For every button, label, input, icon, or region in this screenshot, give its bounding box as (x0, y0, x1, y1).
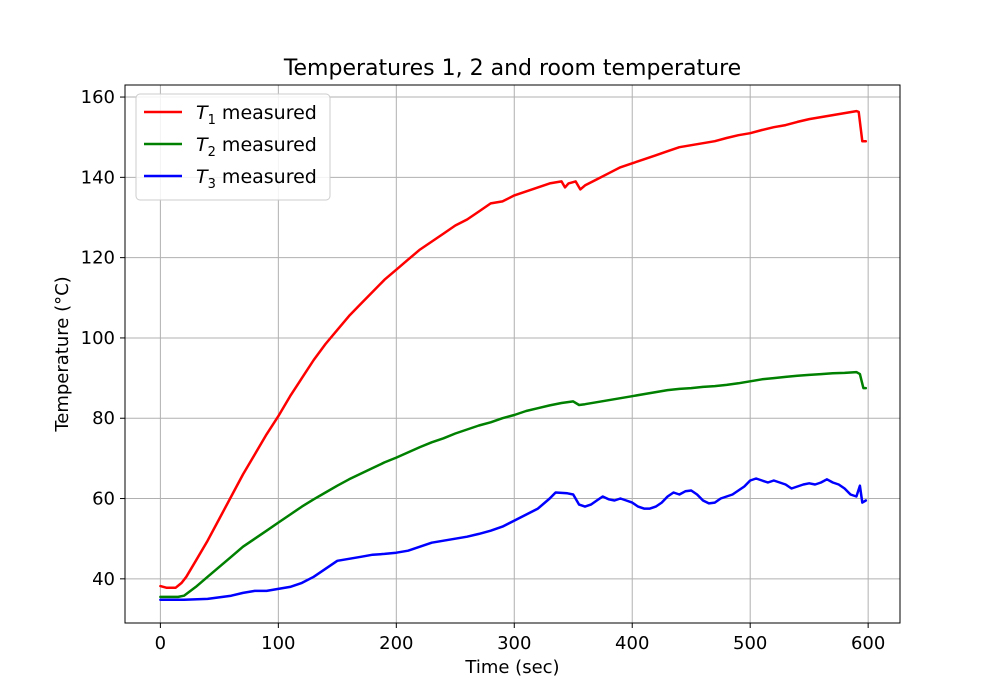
x-tick-label: 500 (733, 633, 767, 654)
legend-box (135, 93, 331, 201)
series-layer (159, 109, 868, 601)
legend-label: T2 measured (196, 134, 317, 160)
x-axis-title: Time (sec) (464, 657, 559, 678)
x-tick-label: 300 (497, 633, 531, 654)
y-tick-label: 40 (92, 569, 115, 590)
y-tick-label: 160 (81, 87, 115, 108)
series-line-t1 (159, 109, 868, 589)
series-line-t3 (159, 477, 868, 601)
x-tick-label: 0 (155, 633, 166, 654)
grid-layer (125, 85, 900, 623)
legend-label: T1 measured (196, 102, 317, 128)
y-tick-label: 120 (81, 248, 115, 269)
x-tick-label: 600 (851, 633, 885, 654)
y-tick-label: 80 (92, 408, 115, 429)
y-tick-label: 60 (92, 489, 115, 510)
y-axis-title: Temperature (°C) (52, 276, 73, 432)
y-tick-label: 140 (81, 167, 115, 188)
chart-title: Temperatures 1, 2 and room temperature (283, 56, 741, 81)
y-tick-label: 100 (81, 328, 115, 349)
x-tick-label: 200 (379, 633, 413, 654)
plot-frame (124, 84, 901, 624)
legend: T1 measured T2 measured T3 measured (135, 93, 331, 201)
tick-layer: 0 100 200 300 400 500 600 40 60 80 100 120 140 160 (81, 87, 886, 654)
series-line-t2 (159, 370, 868, 599)
legend-label: T3 measured (196, 166, 317, 192)
x-tick-label: 400 (615, 633, 649, 654)
x-tick-label: 100 (261, 633, 295, 654)
